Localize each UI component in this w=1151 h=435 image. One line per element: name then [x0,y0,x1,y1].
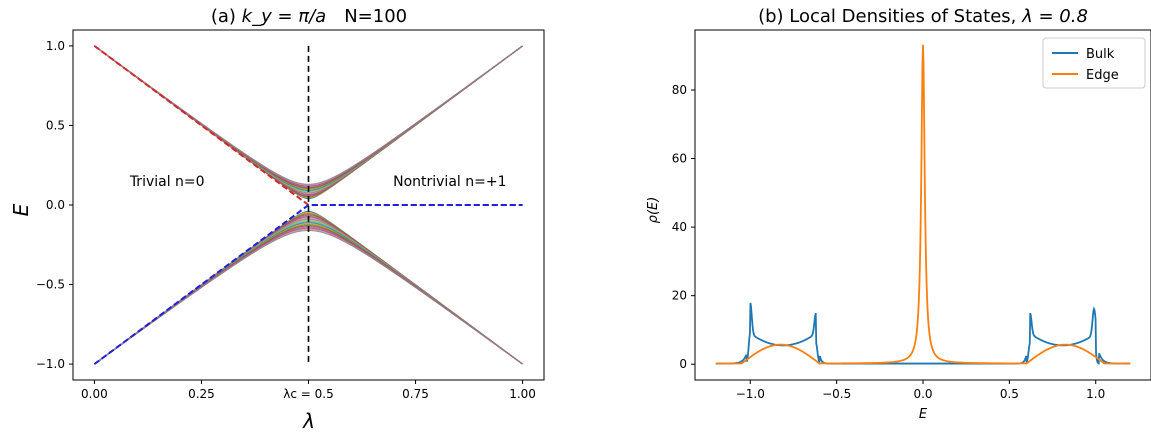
panel-a-xtick-label-0: 0.00 [81,387,108,401]
panel-b-ytick-label-4: 80 [672,83,687,97]
bulk-band-lower-8 [94,219,523,365]
series-line-bulk [715,302,1131,365]
bulk-band-lower-12 [94,224,523,365]
edge-state-line-1 [93,204,523,365]
panel-a-ytick-label-1: 0.5 [46,118,65,132]
panel-a-ytick-label-3: −0.5 [36,278,65,292]
bulk-band-upper-17 [94,45,523,185]
panel-b-series [715,44,1131,365]
legend: Bulk Edge [1042,37,1146,89]
panel-b-xtick-label-1: −0.5 [822,387,851,401]
panel-b: (b) Local Densities of States, λ = 0.8 −… [646,6,1151,422]
panel-a-ytick-label-0: 1.0 [46,39,65,53]
annotation-nontrivial: Nontrivial n=+1 [393,174,506,190]
panel-a-ylabel: E [9,203,33,216]
panel-b-ticks: −1.0 −0.5 0.0 0.5 1.0 0 20 40 60 80 [672,83,1106,401]
panel-a-xlabel: λ [302,409,315,433]
panel-a-xtick-label-3: 0.75 [402,387,429,401]
panel-a-ytick-label-4: −1.0 [36,357,65,371]
bulk-band-lower-11 [94,223,523,365]
panel-b-ytick-label-1: 20 [672,289,687,303]
legend-label-bulk: Bulk [1086,47,1115,62]
bulk-band-lower-10 [94,222,523,365]
panel-b-xtick-label-2: 0.0 [913,387,932,401]
panel-b-ytick-label-2: 40 [672,220,687,234]
panel-b-xtick-label-3: 0.5 [1000,387,1019,401]
panel-b-xlabel: E [919,407,928,422]
annotation-trivial: Trivial n=0 [129,174,205,190]
panel-b-ytick-label-3: 60 [672,152,687,166]
panel-a-ticks: 0.00 0.25 λc = 0.5 0.75 1.00 1.0 0.5 0.0 −0.5 −1.… [36,39,536,401]
legend-label-edge: Edge [1086,68,1119,83]
panel-b-ytick-label-0: 0 [679,357,687,371]
panel-a-xtick-label-2: λc = 0.5 [283,387,333,401]
series-line-edge [715,44,1131,365]
panel-a-edge-states [93,45,523,365]
legend-box [1042,37,1146,89]
panel-b-xtick-label-4: 1.0 [1086,387,1105,401]
panel-a-xtick-label-4: 1.00 [509,387,536,401]
panel-b-xtick-label-0: −1.0 [736,387,765,401]
panel-a-ytick-label-2: 0.0 [46,198,65,212]
panel-a: (a) k_y = π/a N=100 0.00 0.25 λc = 0.5 0.75 1… [9,6,545,433]
panel-a-title: (a) k_y = π/a N=100 [211,6,407,27]
bulk-band-lower-9 [94,220,523,365]
panel-b-title: (b) Local Densities of States, λ = 0.8 [758,6,1088,27]
panel-a-xtick-label-1: 0.25 [188,387,215,401]
panel-b-ylabel: ρ(E) [646,197,661,224]
